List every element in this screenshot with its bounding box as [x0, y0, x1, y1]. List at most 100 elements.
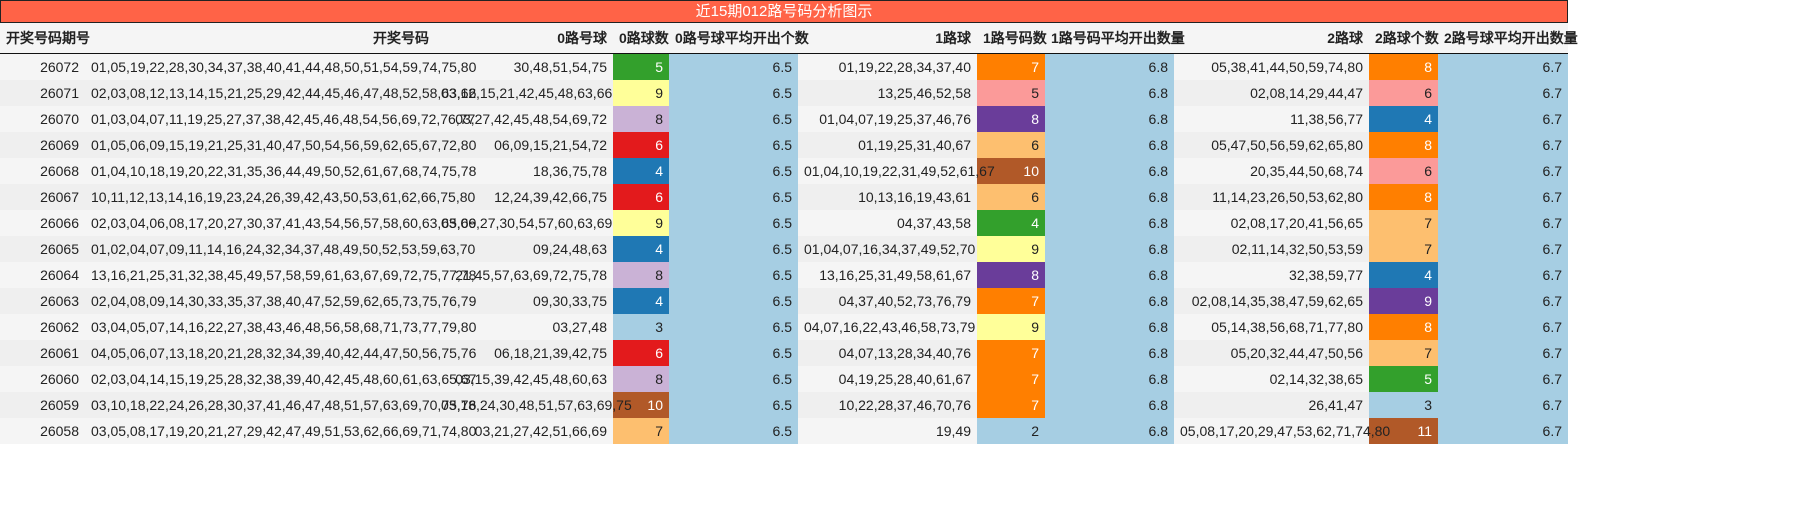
- draw-numbers-cell: 02,03,04,14,15,19,25,28,32,38,39,40,42,4…: [85, 366, 476, 392]
- road0-avg-cell: 6.5: [669, 262, 798, 288]
- issue-cell: 26063: [0, 288, 85, 314]
- road2-avg-cell: 6.7: [1438, 418, 1568, 444]
- road1-avg-cell: 6.8: [1045, 288, 1174, 314]
- header-road0-balls: 0路号球: [435, 23, 613, 54]
- draw-numbers-cell: 01,02,04,07,09,11,14,16,24,32,34,37,48,4…: [85, 236, 475, 262]
- road1-avg-cell: 6.8: [1045, 106, 1174, 132]
- road1-balls-cell: 01,04,07,16,34,37,49,52,70: [798, 236, 977, 262]
- draw-numbers-cell: 02,03,04,06,08,17,20,27,30,37,41,43,54,5…: [85, 210, 476, 236]
- road1-avg-cell: 6.8: [1045, 340, 1174, 366]
- road0-balls-cell: 06,18,21,39,42,75: [435, 340, 613, 366]
- header-row: 开奖号码期号 开奖号码 0路号球 0路球数 0路号球平均开出个数 1路球 1路号码数 1路号码…: [0, 23, 1578, 54]
- header-road1-balls: 1路球: [798, 23, 977, 54]
- road0-balls-cell: 30,48,51,54,75: [435, 53, 613, 80]
- draw-numbers-cell: 01,04,10,18,19,20,22,31,35,36,44,49,50,5…: [85, 158, 476, 184]
- draw-numbers-cell: 13,16,21,25,31,32,38,45,49,57,58,59,61,6…: [85, 262, 476, 288]
- road2-count-cell: 7: [1369, 236, 1438, 262]
- road2-balls-cell: 05,08,17,20,29,47,53,62,71,74,80: [1174, 418, 1390, 444]
- issue-cell: 26072: [0, 53, 85, 80]
- road2-balls-cell: 20,35,44,50,68,74: [1174, 158, 1369, 184]
- road0-count-cell: 8: [613, 106, 669, 132]
- road1-avg-cell: 6.8: [1045, 184, 1174, 210]
- road1-avg-cell: 6.8: [1045, 314, 1174, 340]
- road2-avg-cell: 6.7: [1438, 366, 1568, 392]
- road1-count-cell: 9: [977, 314, 1045, 340]
- header-road1-count: 1路号码数: [977, 23, 1047, 54]
- road0-count-cell: 4: [613, 158, 669, 184]
- road0-avg-cell: 6.5: [669, 158, 798, 184]
- road0-count-cell: 8: [613, 366, 669, 392]
- road0-count-cell: 8: [613, 262, 669, 288]
- road0-balls-cell: 03,27,48: [435, 314, 613, 340]
- road1-balls-cell: 04,07,16,22,43,46,58,73,79: [798, 314, 977, 340]
- road2-count-cell: 7: [1369, 340, 1438, 366]
- table-row: 26062 03,04,05,07,14,16,22,27,38,43,46,48…: [0, 314, 1568, 340]
- issue-cell: 26062: [0, 314, 85, 340]
- road0-avg-cell: 6.5: [669, 418, 798, 444]
- draw-numbers-cell: 01,03,04,07,11,19,25,27,37,38,42,45,46,4…: [85, 106, 475, 132]
- table-row: 26070 01,03,04,07,11,19,25,27,37,38,42,45…: [0, 106, 1568, 132]
- road2-avg-cell: 6.7: [1438, 262, 1568, 288]
- road2-avg-cell: 6.7: [1438, 210, 1568, 236]
- road1-balls-cell: 10,22,28,37,46,70,76: [798, 392, 977, 418]
- road1-avg-cell: 6.8: [1045, 210, 1174, 236]
- road0-avg-cell: 6.5: [669, 366, 798, 392]
- road1-balls-cell: 13,25,46,52,58: [798, 80, 977, 106]
- header-road0-avg: 0路号球平均开出个数: [669, 23, 809, 54]
- table-row: 26069 01,05,06,09,15,19,21,25,31,40,47,50…: [0, 132, 1568, 158]
- table-row: 26058 03,05,08,17,19,20,21,27,29,42,47,49…: [0, 418, 1568, 444]
- road1-count-cell: 7: [977, 340, 1045, 366]
- road0-balls-cell: 12,24,39,42,66,75: [435, 184, 613, 210]
- draw-numbers-cell: 02,03,08,12,13,14,15,21,25,29,42,44,45,4…: [85, 80, 476, 106]
- chart-title: 近15期012路号码分析图示: [0, 0, 1568, 23]
- road0-count-cell: 6: [613, 184, 669, 210]
- road2-avg-cell: 6.7: [1438, 132, 1568, 158]
- road1-avg-cell: 6.8: [1045, 366, 1174, 392]
- header-road2-avg: 2路号球平均开出数量: [1438, 23, 1578, 54]
- table-row: 26067 10,11,12,13,14,16,19,23,24,26,39,42…: [0, 184, 1568, 210]
- road2-avg-cell: 6.7: [1438, 158, 1568, 184]
- road2-avg-cell: 6.7: [1438, 314, 1568, 340]
- road2-balls-cell: 26,41,47: [1174, 392, 1369, 418]
- table-row: 26059 03,10,18,22,24,26,28,30,37,41,46,47…: [0, 392, 1568, 418]
- table-row: 26064 13,16,21,25,31,32,38,45,49,57,58,59…: [0, 262, 1568, 288]
- road0-balls-cell: 06,09,15,21,54,72: [435, 132, 613, 158]
- analysis-table: 开奖号码期号 开奖号码 0路号球 0路球数 0路号球平均开出个数 1路球 1路号码数 1路号码…: [0, 23, 1578, 444]
- analysis-panel: 近15期012路号码分析图示 开奖号码期号 开奖号码 0路号球 0路球数 0路号球平均开…: [0, 0, 1578, 444]
- road2-count-cell: 9: [1369, 288, 1438, 314]
- road1-count-cell: 2: [977, 418, 1045, 444]
- road0-balls-cell: 18,36,75,78: [435, 158, 613, 184]
- road1-balls-cell: 01,19,22,28,34,37,40: [798, 53, 977, 80]
- road2-balls-cell: 02,08,14,35,38,47,59,62,65: [1174, 288, 1369, 314]
- road0-avg-cell: 6.5: [669, 53, 798, 80]
- table-row: 26060 02,03,04,14,15,19,25,28,32,38,39,40…: [0, 366, 1568, 392]
- road0-balls-cell: 03,21,27,42,51,66,69: [435, 418, 613, 444]
- road2-avg-cell: 6.7: [1438, 184, 1568, 210]
- issue-cell: 26060: [0, 366, 85, 392]
- road2-balls-cell: 02,08,14,29,44,47: [1174, 80, 1369, 106]
- road2-count-cell: 6: [1369, 80, 1438, 106]
- road0-avg-cell: 6.5: [669, 340, 798, 366]
- road1-count-cell: 5: [977, 80, 1045, 106]
- road2-avg-cell: 6.7: [1438, 53, 1568, 80]
- road0-count-cell: 6: [613, 340, 669, 366]
- issue-cell: 26071: [0, 80, 85, 106]
- draw-numbers-cell: 03,10,18,22,24,26,28,30,37,41,46,47,48,5…: [85, 392, 476, 418]
- road2-balls-cell: 02,14,32,38,65: [1174, 366, 1369, 392]
- road1-count-cell: 9: [977, 236, 1045, 262]
- issue-cell: 26064: [0, 262, 85, 288]
- issue-cell: 26068: [0, 158, 85, 184]
- road2-balls-cell: 02,08,17,20,41,56,65: [1174, 210, 1369, 236]
- road2-count-cell: 8: [1369, 314, 1438, 340]
- road0-avg-cell: 6.5: [669, 132, 798, 158]
- issue-cell: 26066: [0, 210, 85, 236]
- issue-cell: 26059: [0, 392, 85, 418]
- issue-cell: 26061: [0, 340, 85, 366]
- header-numbers: 开奖号码: [85, 23, 435, 54]
- road1-balls-cell: 13,16,25,31,49,58,61,67: [798, 262, 977, 288]
- road1-balls-cell: 01,04,10,19,22,31,49,52,61,67: [798, 158, 995, 184]
- draw-numbers-cell: 04,05,06,07,13,18,20,21,28,32,34,39,40,4…: [85, 340, 476, 366]
- table-row: 26066 02,03,04,06,08,17,20,27,30,37,41,43…: [0, 210, 1568, 236]
- road2-count-cell: 6: [1369, 158, 1438, 184]
- road1-avg-cell: 6.8: [1045, 236, 1174, 262]
